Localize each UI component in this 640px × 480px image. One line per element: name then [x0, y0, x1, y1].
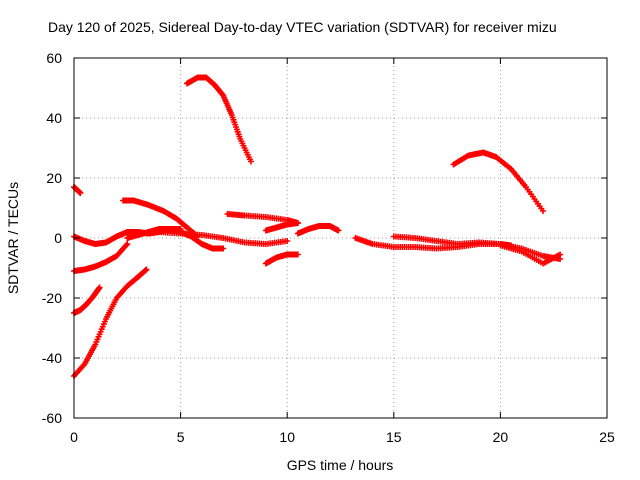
x-tick-label: 15	[386, 429, 402, 445]
series-arc-13	[294, 223, 342, 237]
data-point-markers	[262, 220, 301, 234]
y-tick-label: 20	[46, 170, 62, 186]
x-axis-label: GPS time / hours	[287, 457, 394, 473]
y-tick-label: 40	[46, 110, 62, 126]
series-arc-17	[450, 149, 547, 214]
series-arc-16	[497, 242, 564, 267]
y-axis-label: SDTVAR / TECUs	[5, 182, 21, 294]
series-arc-12	[262, 251, 301, 267]
data-point-markers	[156, 229, 291, 247]
series-arc-11	[262, 220, 301, 234]
series-arc-8	[156, 229, 291, 247]
x-tick-label: 25	[599, 429, 615, 445]
data-series	[71, 74, 564, 379]
y-tick-label: 60	[46, 50, 62, 66]
y-tick-label: 0	[54, 230, 62, 246]
data-point-markers	[497, 242, 564, 267]
x-tick-label: 10	[279, 429, 295, 445]
chart-title: Day 120 of 2025, Sidereal Day-to-day VTE…	[48, 19, 557, 35]
y-tick-label: -40	[42, 350, 62, 366]
x-tick-label: 20	[493, 429, 509, 445]
y-tick-label: -20	[42, 290, 62, 306]
data-point-markers	[262, 251, 301, 267]
series-arc-6	[120, 197, 201, 240]
x-tick-label: 0	[70, 429, 78, 445]
data-point-markers	[183, 74, 254, 165]
series-arc-9	[183, 74, 254, 165]
data-point-markers	[294, 223, 342, 237]
y-tick-label: -60	[42, 410, 62, 426]
axis-ticks: 0 5 10 15 20 25 -60 -40 -20 0 20 40 60	[42, 50, 615, 445]
data-point-markers	[120, 197, 201, 240]
x-tick-label: 5	[177, 429, 185, 445]
data-point-markers	[450, 149, 547, 214]
